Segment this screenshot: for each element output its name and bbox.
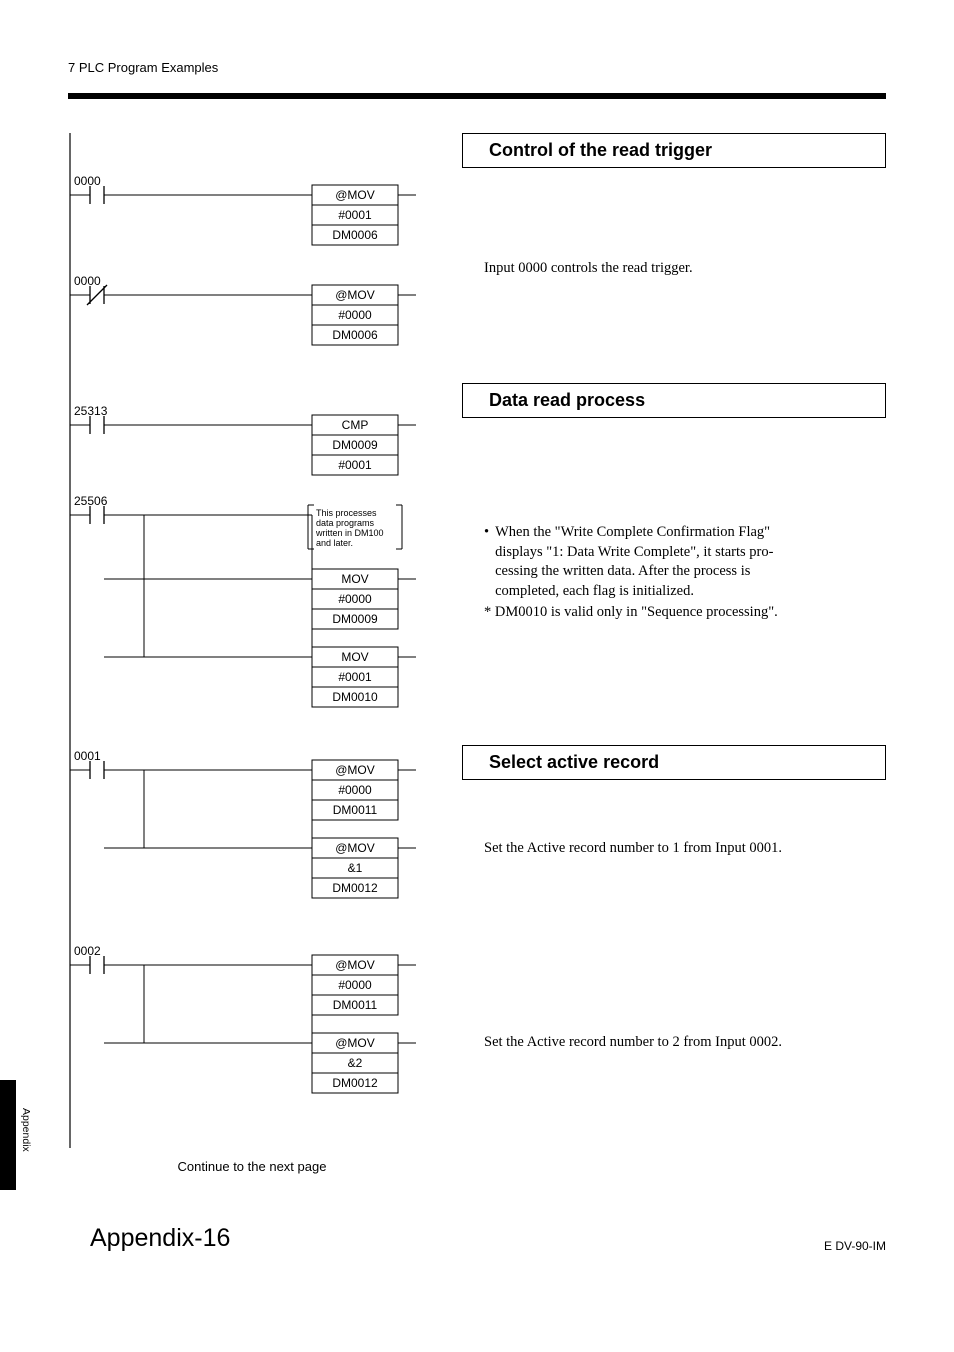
desc-select-1: Set the Active record number to 1 from I…	[462, 839, 782, 859]
svg-text:CMP: CMP	[342, 418, 369, 432]
desc-select-2: Set the Active record number to 2 from I…	[462, 1033, 782, 1053]
svg-text:&1: &1	[348, 861, 363, 875]
svg-text:0002: 0002	[74, 944, 101, 958]
ladder-diagram: 0000 @MOV #0001 DM0006 0000 @MOV #0000 DM0006 25…	[68, 133, 436, 1174]
desc-text: completed, each flag is initialized.	[495, 583, 694, 599]
description-column: Control of the read trigger Input 0000 c…	[450, 133, 886, 1174]
desc-text: Set the Active record number to 2 from I…	[484, 1034, 782, 1050]
svg-text:#0001: #0001	[338, 458, 372, 472]
svg-text:@MOV: @MOV	[335, 188, 375, 202]
desc-text: Input 0000 controls the read trigger.	[484, 260, 693, 276]
svg-text:data programs: data programs	[316, 518, 375, 528]
svg-text:0001: 0001	[74, 749, 101, 763]
svg-text:DM0006: DM0006	[332, 228, 378, 242]
section-title-read-trigger: Control of the read trigger	[462, 133, 886, 168]
section-title-select-record: Select active record	[462, 745, 886, 780]
svg-text:DM0012: DM0012	[332, 881, 378, 895]
svg-text:MOV: MOV	[341, 572, 368, 586]
bullet: •	[484, 523, 489, 601]
svg-text:@MOV: @MOV	[335, 958, 375, 972]
page-number: Appendix-16	[90, 1224, 230, 1253]
desc-text: Set the Active record number to 1 from I…	[484, 840, 782, 856]
section-title-data-read: Data read process	[462, 383, 886, 418]
svg-text:DM0011: DM0011	[333, 803, 378, 817]
svg-text:@MOV: @MOV	[335, 288, 375, 302]
svg-text:0000: 0000	[74, 274, 101, 288]
svg-text:MOV: MOV	[341, 650, 368, 664]
svg-text:#0000: #0000	[338, 308, 372, 322]
svg-text:#0000: #0000	[338, 978, 372, 992]
side-tab	[0, 1080, 16, 1190]
document-id: E DV-90-IM	[824, 1239, 886, 1253]
svg-text:25506: 25506	[74, 494, 108, 508]
svg-text:@MOV: @MOV	[335, 841, 375, 855]
svg-text:and later.: and later.	[316, 538, 353, 548]
svg-text:DM0006: DM0006	[332, 328, 378, 342]
desc-text: When the "Write Complete Confirmation Fl…	[495, 524, 770, 540]
svg-text:This processes: This processes	[316, 508, 377, 518]
chapter-header: 7 PLC Program Examples	[68, 60, 886, 75]
svg-text:DM0009: DM0009	[332, 438, 378, 452]
svg-text:#0001: #0001	[338, 208, 372, 222]
svg-text:#0001: #0001	[338, 670, 372, 684]
svg-text:25313: 25313	[74, 404, 108, 418]
svg-text:#0000: #0000	[338, 783, 372, 797]
header-rule	[68, 93, 886, 99]
continue-note: Continue to the next page	[68, 1159, 436, 1174]
side-label: Appendix	[20, 1108, 32, 1152]
svg-text:DM0011: DM0011	[333, 998, 378, 1012]
desc-data-read: • When the "Write Complete Confirmation …	[462, 523, 886, 623]
svg-text:@MOV: @MOV	[335, 1036, 375, 1050]
svg-text:written in DM100: written in DM100	[315, 528, 384, 538]
svg-text:@MOV: @MOV	[335, 763, 375, 777]
desc-read-trigger: Input 0000 controls the read trigger.	[462, 259, 693, 279]
desc-text: displays "1: Data Write Complete", it st…	[495, 544, 773, 560]
svg-text:&2: &2	[348, 1056, 363, 1070]
svg-text:#0000: #0000	[338, 592, 372, 606]
svg-text:DM0012: DM0012	[332, 1076, 378, 1090]
svg-text:DM0010: DM0010	[332, 690, 378, 704]
desc-text: * DM0010 is valid only in "Sequence proc…	[484, 604, 778, 620]
svg-text:DM0009: DM0009	[332, 612, 378, 626]
desc-text: cessing the written data. After the proc…	[495, 563, 750, 579]
svg-text:0000: 0000	[74, 174, 101, 188]
